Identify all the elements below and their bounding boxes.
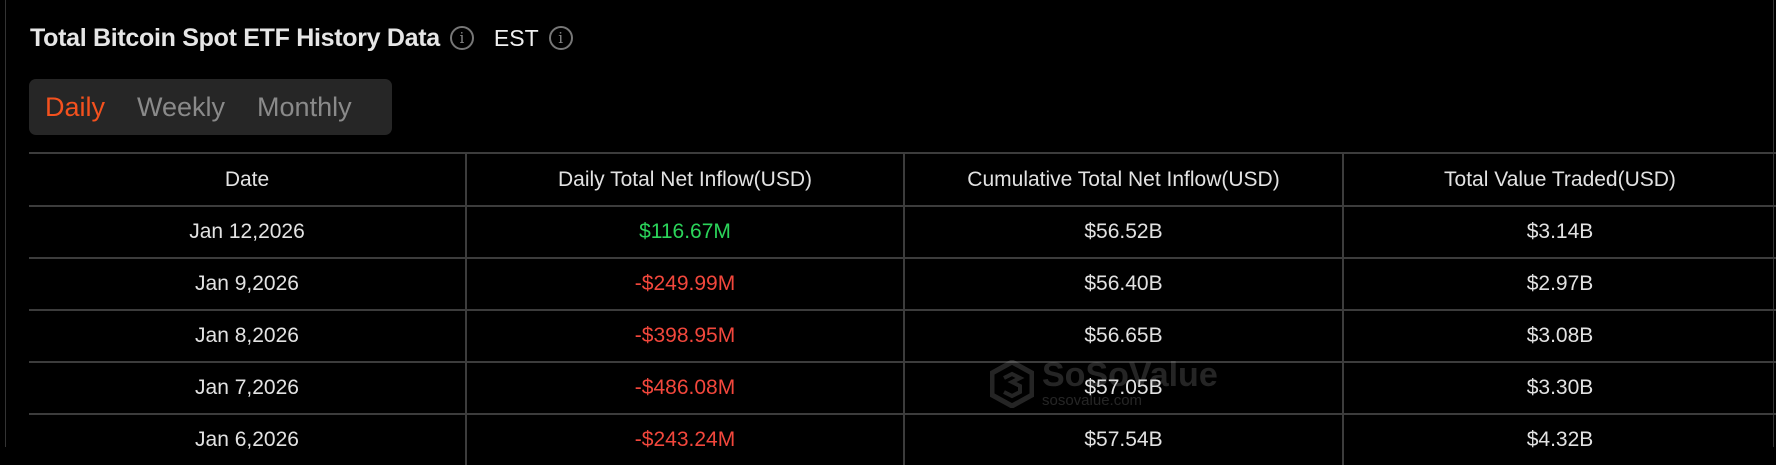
date-cell: Jan 8,2026: [29, 309, 466, 362]
table-row: Jan 12,2026 $116.67M $56.52B $3.14B: [29, 205, 1776, 258]
panel-left-border: [5, 0, 6, 447]
total-value-traded-cell: $3.08B: [1342, 309, 1776, 362]
table-header-row: Date Daily Total Net Inflow(USD) Cumulat…: [29, 152, 1776, 206]
daily-net-inflow-cell: -$249.99M: [465, 257, 904, 310]
cumulative-net-inflow-cell: $56.65B: [903, 309, 1343, 362]
table-row: Jan 9,2026 -$249.99M $56.40B $2.97B: [29, 257, 1776, 310]
daily-net-inflow-cell: -$398.95M: [465, 309, 904, 362]
daily-net-inflow-cell: $116.67M: [465, 205, 904, 258]
info-icon[interactable]: i: [449, 26, 474, 50]
total-value-traded-cell: $4.32B: [1342, 413, 1776, 465]
tab-weekly[interactable]: Weekly: [137, 91, 226, 122]
column-header-cumulative-net-inflow: Cumulative Total Net Inflow(USD): [903, 152, 1343, 206]
date-cell: Jan 7,2026: [29, 361, 466, 414]
date-cell: Jan 9,2026: [29, 257, 466, 310]
table-row: Jan 7,2026 -$486.08M $57.05B $3.30B: [29, 361, 1776, 414]
cumulative-net-inflow-cell: $56.52B: [903, 205, 1343, 258]
info-icon[interactable]: i: [548, 26, 573, 50]
page-title: Total Bitcoin Spot ETF History Data: [30, 23, 440, 52]
tab-daily[interactable]: Daily: [45, 91, 106, 122]
total-value-traded-cell: $3.14B: [1342, 205, 1776, 258]
tab-monthly[interactable]: Monthly: [257, 91, 352, 122]
table-row: Jan 6,2026 -$243.24M $57.54B $4.32B: [29, 413, 1776, 465]
period-tabs: Daily Weekly Monthly: [29, 79, 392, 135]
column-header-daily-net-inflow: Daily Total Net Inflow(USD): [465, 152, 904, 206]
daily-net-inflow-cell: -$243.24M: [465, 413, 904, 465]
etf-history-table: Date Daily Total Net Inflow(USD) Cumulat…: [29, 152, 1776, 465]
date-cell: Jan 12,2026: [29, 205, 466, 258]
column-header-date: Date: [29, 152, 466, 206]
total-value-traded-cell: $3.30B: [1342, 361, 1776, 414]
header: Total Bitcoin Spot ETF History Data i ES…: [30, 20, 573, 56]
cumulative-net-inflow-cell: $56.40B: [903, 257, 1343, 310]
daily-net-inflow-cell: -$486.08M: [465, 361, 904, 414]
total-value-traded-cell: $2.97B: [1342, 257, 1776, 310]
table-row: Jan 8,2026 -$398.95M $56.65B $3.08B: [29, 309, 1776, 362]
timezone-label: EST: [493, 24, 539, 51]
column-header-total-value-traded: Total Value Traded(USD): [1342, 152, 1776, 206]
cumulative-net-inflow-cell: $57.54B: [903, 413, 1343, 465]
date-cell: Jan 6,2026: [29, 413, 466, 465]
cumulative-net-inflow-cell: $57.05B: [903, 361, 1343, 414]
